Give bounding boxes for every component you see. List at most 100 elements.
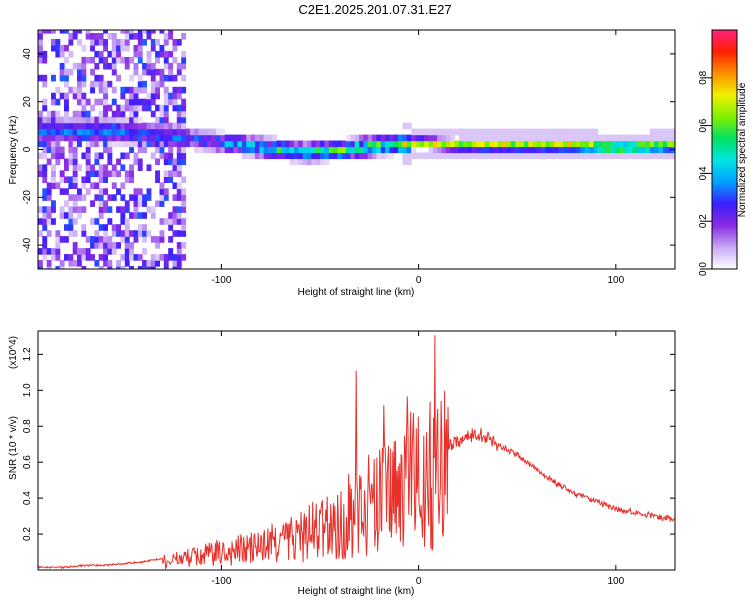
spectrogram-cell [103,104,108,112]
spectrogram-cell [276,146,282,154]
spectrogram-cell [550,134,555,142]
spectrogram-cell [42,188,48,195]
spectrogram-cell [155,236,160,243]
spectrogram-cell [111,134,117,142]
spectrogram-cell [406,134,412,142]
spectrogram-cell [610,140,616,148]
spectrogram-cell [111,140,117,148]
spectrogram-cell [176,170,182,177]
spectrogram-cell [137,80,143,88]
spectrogram-cell [146,92,152,100]
colorbar-tick-label: 0.6 [698,118,709,132]
spectrogram-cell [168,176,174,183]
spectrogram-cell [172,44,178,52]
spectrogram-cell [246,134,252,142]
spectrogram-cell [42,248,48,255]
spectrogram-cell [662,128,668,136]
spectrogram-cell [46,248,52,255]
spectrogram-cell [85,164,91,171]
spectrogram-cell [124,176,130,183]
spectrogram-cell [90,80,95,88]
spectrogram-cell [159,134,165,142]
spectrogram-cell [506,152,512,160]
spectrogram-cell [580,128,586,136]
spectrogram-cell [146,128,152,136]
spectrogram-cell [185,134,191,142]
spectrogram-cell [103,62,108,70]
spectrogram-cell [636,146,642,154]
spectrogram-cell [85,152,91,160]
spectrogram-cell [172,56,178,64]
spectrogram-cell [163,56,169,64]
spectrogram-cell [77,98,82,106]
spectrogram-cell [606,146,612,154]
spectrogram-cell [107,50,113,58]
spectrogram-cell [241,146,247,154]
spectrogram-cell [81,104,87,112]
spectrogram-cell [124,140,130,148]
spectrogram-cell [168,98,174,106]
spectrogram-cell [406,152,412,160]
spectrogram-cell [233,140,239,148]
spectrogram-cell [662,152,668,160]
spectrogram-cell [59,134,65,142]
spectrogram-cell [59,122,65,130]
spectrogram-cell [168,212,174,219]
spectrogram-cell [476,128,482,136]
spectrogram-cell [224,134,230,142]
spectrogram-cell [116,110,121,118]
spectrogram-cell [589,140,594,148]
spectrogram-cell [519,146,525,154]
spectrogram-cell [51,164,56,171]
spectrogram-cell [281,152,286,160]
spectrogram-cell [172,140,178,148]
spectrogram-cell [98,176,104,183]
spectrogram-cell [116,224,121,231]
spectrogram-cell [90,182,95,189]
spectrogram-cell [489,152,495,160]
spectrogram-cell [124,236,130,243]
spectrogram-cell [94,140,100,148]
spectrogram-y-tick-label: 40 [22,48,33,60]
spectrogram-cell [528,128,534,136]
spectrogram-cell [437,128,443,136]
spectrogram-cell [302,146,308,154]
spectrogram-cell [137,74,143,82]
spectrogram-cell [90,254,95,261]
colorbar-tick-label: 0.0 [698,262,709,276]
spectrogram-cell [437,134,443,142]
spectrogram-cell [72,122,78,130]
spectrogram-cell [155,134,160,142]
spectrogram-cell [176,188,182,195]
spectrogram-cell [107,152,113,160]
spectrogram-cell [64,116,69,124]
spectrogram-cell [120,206,126,213]
spectrogram-cell [176,68,182,76]
spectrogram-cell [602,140,607,148]
spectrogram-cell [163,170,169,177]
spectrogram-cell [51,74,56,82]
spectrogram-cell [142,30,147,34]
spectrogram-cell [163,74,169,82]
spectrogram-cell [268,134,273,142]
spectrogram-cell [46,230,52,237]
spectrogram-cell [168,158,174,166]
spectrogram-cell [654,128,659,136]
spectrogram-cell [107,248,113,255]
spectrogram-cell [298,146,304,154]
spectrogram-cell [571,128,577,136]
spectrogram-cell [90,242,95,249]
spectrogram-cell [159,110,165,118]
spectrogram-cell [94,260,100,267]
spectrogram-cell [181,74,187,82]
spectrogram-cell [489,128,495,136]
spectrogram-cell [103,236,108,243]
spectrogram-cell [159,218,165,225]
spectrogram-cell [471,146,477,154]
spectrogram-cell [103,80,108,88]
spectrogram-cell [77,128,82,136]
spectrogram-cell [272,134,278,142]
spectrogram-cell [137,164,143,171]
spectrogram-y-label: Frequency (Hz) [8,116,19,185]
spectrogram-cell [42,176,48,183]
